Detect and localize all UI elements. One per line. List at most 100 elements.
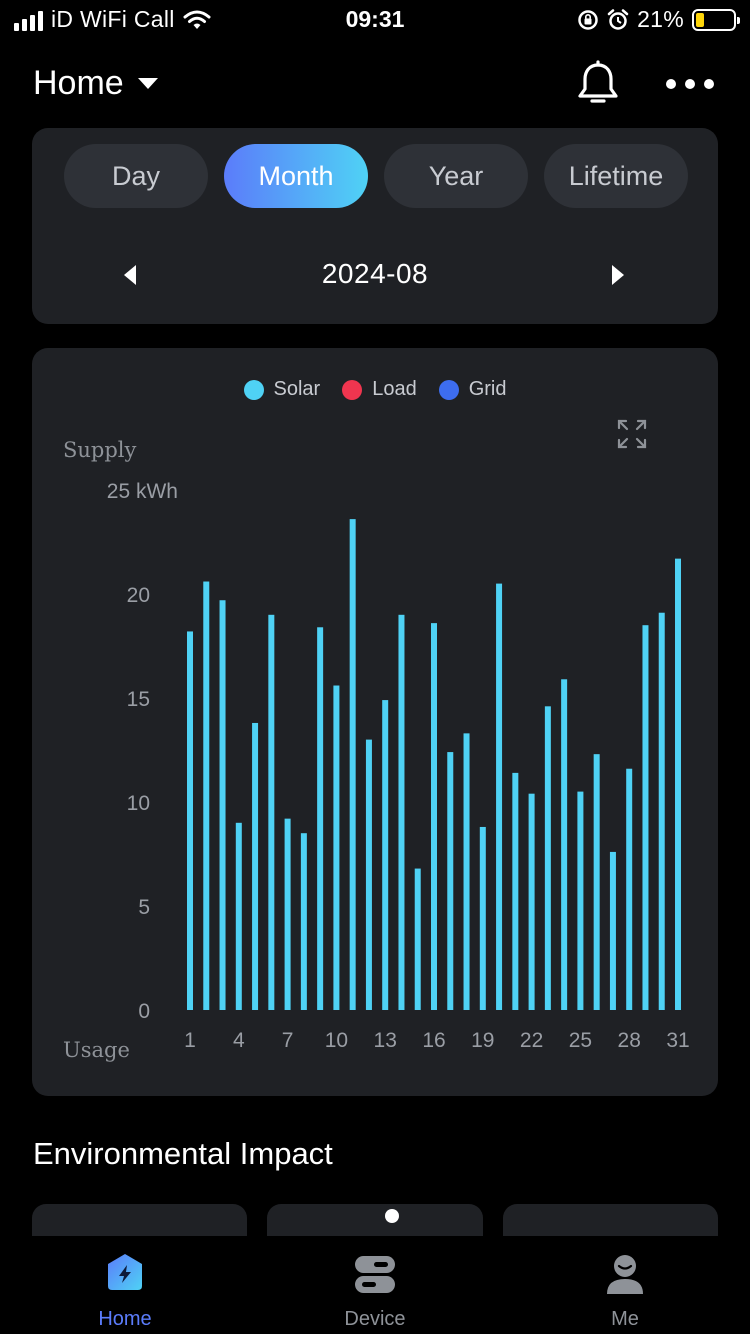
y-tick-label: 10 [127, 792, 150, 815]
bar-day-24[interactable] [561, 679, 568, 1010]
bar-day-31[interactable] [675, 558, 681, 1010]
bar-day-5[interactable] [252, 722, 259, 1010]
bar-day-14[interactable] [398, 614, 405, 1010]
tabbar-item-home[interactable]: Home [0, 1236, 250, 1334]
bar-day-3[interactable] [219, 600, 226, 1010]
bar-day-2[interactable] [203, 581, 210, 1010]
profile-icon [607, 1255, 643, 1294]
bar-day-22[interactable] [528, 793, 535, 1010]
y-tick-label: 0 [138, 1000, 150, 1023]
period-card: Day Month Year Lifetime 2024-08 [32, 128, 718, 324]
legend-item-load[interactable]: Load [342, 378, 417, 401]
bar-day-20[interactable] [496, 583, 503, 1010]
chevron-down-icon [137, 78, 158, 89]
alarm-icon [607, 8, 629, 30]
carrier-label: iD WiFi Call [51, 6, 175, 32]
prev-arrow-icon[interactable] [124, 265, 136, 285]
tabbar-label-home: Home [98, 1308, 152, 1330]
tab-day[interactable]: Day [64, 144, 208, 208]
bar-day-26[interactable] [593, 754, 600, 1010]
bar-day-17[interactable] [447, 752, 454, 1010]
x-tick-label: 22 [520, 1029, 543, 1052]
battery-percent: 21% [637, 6, 684, 32]
home-selector[interactable]: Home [33, 64, 158, 103]
bar-day-1[interactable] [187, 631, 193, 1010]
chart-card: Solar Load Grid Supply Usage 0 5 10 15 20 25 … [32, 348, 718, 1096]
x-tick-label: 31 [666, 1029, 689, 1052]
x-tick-label: 13 [374, 1029, 397, 1052]
status-time: 09:31 [345, 6, 405, 32]
bar-day-10[interactable] [333, 685, 340, 1010]
device-icon [355, 1256, 395, 1293]
bar-chart: 0 5 10 15 20 25 kWh 1 4 7 10 13 16 19 22 25 28 31 [107, 480, 690, 1052]
legend-dot-load [342, 379, 363, 400]
bar-day-18[interactable] [463, 733, 470, 1010]
x-tick-label: 4 [233, 1029, 245, 1052]
rotation-lock-icon [578, 9, 598, 30]
tabbar-label-device: Device [344, 1308, 406, 1330]
status-left: iD WiFi Call [14, 6, 211, 33]
bar-day-28[interactable] [626, 768, 633, 1010]
bar-day-4[interactable] [235, 822, 242, 1010]
tabbar-item-me[interactable]: Me [500, 1236, 750, 1334]
period-tabs: Day Month Year Lifetime [64, 144, 688, 208]
chart-legend: Solar Load Grid [32, 378, 718, 401]
bar-day-7[interactable] [284, 818, 291, 1010]
bar-day-16[interactable] [431, 623, 437, 1010]
legend-item-grid[interactable]: Grid [438, 378, 507, 401]
bar-day-19[interactable] [479, 826, 486, 1010]
legend-label-grid: Grid [468, 378, 507, 400]
x-tick-label: 19 [471, 1029, 494, 1052]
legend-dot-solar [243, 379, 264, 400]
bar-day-12[interactable] [365, 739, 372, 1010]
x-tick-label: 7 [282, 1029, 294, 1052]
tab-year[interactable]: Year [384, 144, 528, 208]
tab-month[interactable]: Month [224, 144, 368, 208]
legend-label-load: Load [372, 378, 417, 400]
x-tick-label: 10 [325, 1029, 348, 1052]
wifi-icon [183, 10, 211, 29]
environment-title: Environmental Impact [33, 1136, 333, 1171]
bar-day-21[interactable] [512, 772, 519, 1010]
status-bar: iD WiFi Call 09:31 21% [0, 0, 750, 40]
next-arrow-icon[interactable] [612, 265, 624, 285]
tab-lifetime[interactable]: Lifetime [544, 144, 688, 208]
y-tick-label: 20 [127, 584, 150, 607]
tabbar-item-device[interactable]: Device [250, 1236, 500, 1334]
bar-day-30[interactable] [658, 612, 665, 1010]
date-navigator: 2024-08 [32, 256, 718, 292]
y-tick-label: 25 kWh [107, 480, 178, 503]
bar-day-6[interactable] [268, 614, 275, 1010]
bar-day-8[interactable] [300, 833, 307, 1010]
supply-label: Supply [63, 438, 137, 462]
current-date[interactable]: 2024-08 [321, 258, 429, 289]
bar-day-27[interactable] [609, 851, 616, 1010]
bar-day-15[interactable] [414, 868, 421, 1010]
battery-icon [692, 8, 740, 31]
legend-dot-grid [438, 379, 459, 400]
signal-icon [14, 9, 43, 31]
bar-day-25[interactable] [577, 791, 584, 1010]
bar-day-29[interactable] [642, 625, 649, 1010]
bell-icon[interactable] [576, 60, 620, 108]
x-tick-label: 1 [184, 1029, 196, 1052]
x-tick-label: 16 [422, 1029, 445, 1052]
carousel-indicator [385, 1209, 399, 1223]
bar-day-9[interactable] [317, 627, 324, 1010]
y-tick-label: 15 [127, 688, 150, 711]
bottom-tab-bar: Home Device Me [0, 1236, 750, 1334]
more-icon[interactable] [660, 72, 720, 96]
bar-day-23[interactable] [544, 706, 551, 1010]
tabbar-label-me: Me [611, 1308, 639, 1330]
expand-icon[interactable] [616, 418, 648, 450]
x-tick-label: 25 [569, 1029, 592, 1052]
y-tick-label: 5 [138, 896, 150, 919]
status-right: 21% [577, 6, 740, 33]
bar-day-11[interactable] [349, 519, 356, 1010]
x-tick-label: 28 [618, 1029, 641, 1052]
legend-item-solar[interactable]: Solar [243, 378, 320, 401]
usage-label: Usage [63, 1038, 130, 1062]
home-bolt-icon [108, 1254, 142, 1290]
bar-day-13[interactable] [382, 700, 389, 1010]
